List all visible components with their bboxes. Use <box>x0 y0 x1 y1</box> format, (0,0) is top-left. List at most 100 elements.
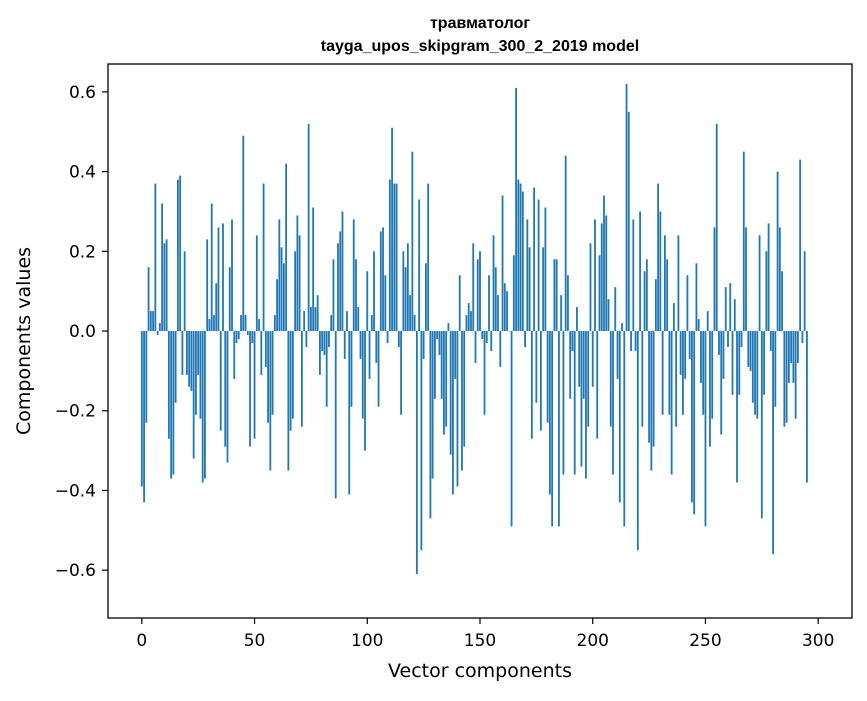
bar-component-205 <box>603 196 605 332</box>
bar-component-181 <box>549 331 551 494</box>
bar-component-249 <box>702 331 704 415</box>
x-tick-label: 150 <box>464 631 496 651</box>
bar-component-21 <box>188 331 190 387</box>
bar-component-81 <box>324 331 326 355</box>
bar-component-102 <box>371 315 373 331</box>
bar-component-79 <box>319 331 321 375</box>
bar-component-60 <box>276 279 278 331</box>
bar-component-201 <box>594 219 596 331</box>
bar-component-111 <box>391 128 393 331</box>
bar-component-146 <box>470 311 472 331</box>
bar-component-185 <box>558 331 560 526</box>
bar-component-118 <box>407 243 409 331</box>
bar-component-144 <box>466 315 468 331</box>
bar-component-76 <box>312 207 314 331</box>
bar-component-80 <box>321 331 323 351</box>
chart-subtitle: tayga_upos_skipgram_300_2_2019 model <box>321 38 639 55</box>
bar-component-178 <box>542 247 544 331</box>
bar-component-192 <box>574 331 576 474</box>
bar-component-30 <box>209 319 211 331</box>
bar-component-120 <box>411 152 413 331</box>
bar-component-156 <box>493 235 495 331</box>
plot-area-frame <box>108 64 852 618</box>
bar-component-253 <box>711 331 713 419</box>
bar-component-265 <box>738 331 740 395</box>
bar-component-125 <box>423 331 425 359</box>
bar-component-103 <box>373 251 375 331</box>
bar-component-220 <box>637 331 639 550</box>
bar-component-234 <box>668 331 670 415</box>
bar-component-51 <box>256 235 258 331</box>
bar-component-3 <box>148 267 150 331</box>
bar-component-219 <box>635 331 637 351</box>
bar-component-14 <box>172 331 174 474</box>
bar-component-68 <box>294 251 296 331</box>
bar-component-134 <box>443 331 445 435</box>
bar-component-274 <box>759 235 761 331</box>
bar-component-164 <box>511 331 513 526</box>
bar-component-109 <box>387 331 389 343</box>
bar-component-48 <box>249 331 251 447</box>
bar-component-211 <box>617 331 619 379</box>
bar-component-96 <box>357 307 359 331</box>
bar-component-67 <box>292 331 294 419</box>
bar-component-10 <box>163 243 165 331</box>
bar-component-27 <box>202 331 204 482</box>
bar-component-127 <box>427 184 429 331</box>
bar-component-257 <box>720 331 722 435</box>
bar-component-25 <box>197 331 199 375</box>
bar-component-56 <box>267 331 269 423</box>
bar-component-13 <box>170 331 172 478</box>
y-tick-label: −0.4 <box>55 481 96 501</box>
bar-component-73 <box>306 331 308 347</box>
bar-component-187 <box>563 331 565 474</box>
bar-component-16 <box>177 180 179 331</box>
bar-component-158 <box>497 295 499 331</box>
bar-component-101 <box>369 331 371 379</box>
bar-component-287 <box>788 331 790 383</box>
bar-component-20 <box>186 331 188 375</box>
bar-component-108 <box>384 275 386 331</box>
bar-component-177 <box>540 331 542 431</box>
chart-title: травматолог <box>430 15 530 32</box>
bar-component-11 <box>166 239 168 331</box>
bar-component-53 <box>260 331 262 375</box>
bar-component-32 <box>213 315 215 331</box>
bars-layer <box>141 84 808 574</box>
y-tick-label: 0.4 <box>69 163 96 183</box>
bar-component-115 <box>400 331 402 415</box>
bar-component-72 <box>303 311 305 331</box>
bar-component-224 <box>646 259 648 331</box>
bar-component-17 <box>179 176 181 331</box>
bar-component-54 <box>263 184 265 331</box>
bar-component-193 <box>576 307 578 331</box>
bar-component-254 <box>714 227 716 331</box>
bar-component-173 <box>531 331 533 439</box>
bar-component-232 <box>664 235 666 331</box>
bar-component-44 <box>240 315 242 331</box>
bar-component-1 <box>143 331 145 502</box>
bar-component-237 <box>675 331 677 427</box>
bar-component-207 <box>608 299 610 331</box>
y-tick-label: 0.0 <box>69 322 96 342</box>
bar-component-281 <box>774 331 776 407</box>
bar-component-244 <box>691 331 693 502</box>
bar-component-246 <box>696 263 698 331</box>
bar-component-184 <box>556 259 558 331</box>
bar-component-132 <box>439 331 441 355</box>
bar-component-278 <box>768 223 770 331</box>
bar-component-236 <box>673 303 675 331</box>
bar-component-42 <box>236 331 238 343</box>
bar-component-291 <box>797 331 799 363</box>
bar-component-286 <box>786 331 788 423</box>
bar-component-212 <box>619 331 621 502</box>
bar-component-4 <box>150 311 152 331</box>
bar-component-252 <box>709 331 711 447</box>
bar-component-283 <box>779 227 781 331</box>
bar-component-154 <box>488 275 490 331</box>
bar-component-61 <box>278 219 280 331</box>
bar-component-194 <box>578 331 580 387</box>
bar-component-28 <box>204 331 206 478</box>
